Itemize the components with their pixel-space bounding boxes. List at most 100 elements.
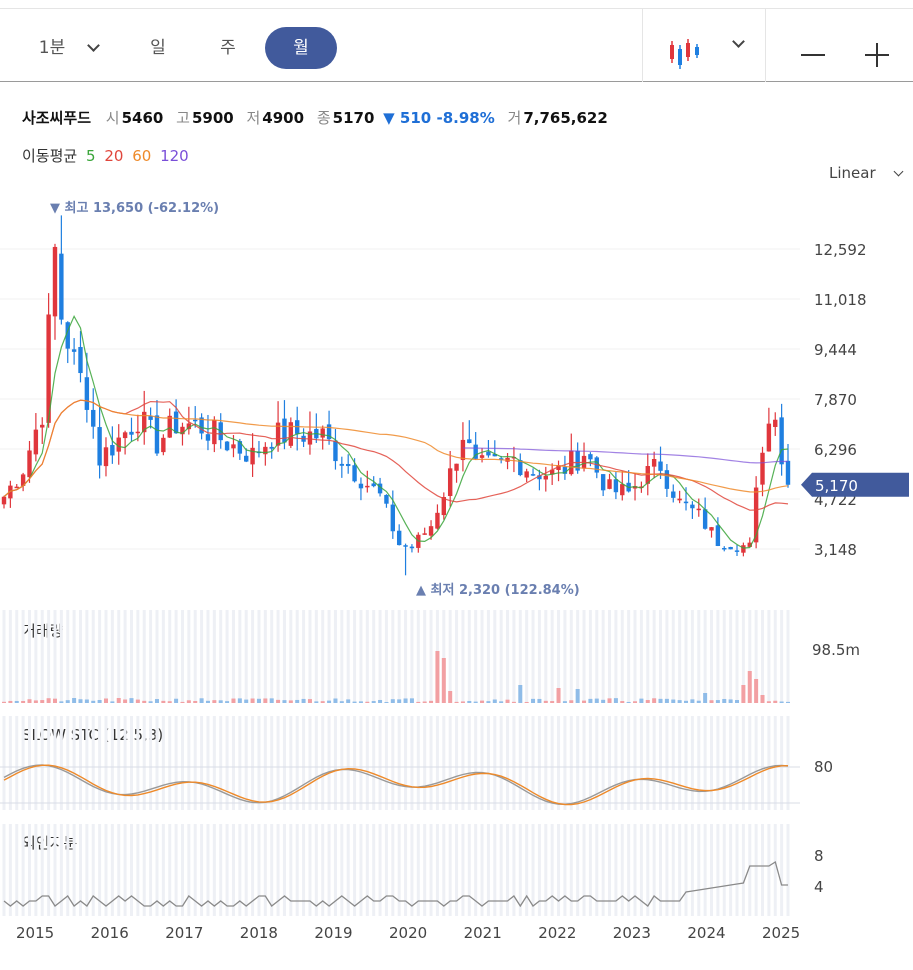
low-label: 저 — [246, 109, 261, 127]
volume-bar — [40, 700, 45, 703]
candle-body — [371, 483, 376, 487]
candle — [613, 471, 619, 500]
volume-bar — [154, 699, 159, 703]
volume-bar — [715, 700, 720, 703]
candle — [320, 425, 325, 450]
candle-body — [71, 349, 77, 352]
volume-bar — [256, 698, 261, 703]
candle-body — [269, 446, 274, 449]
candle-body — [52, 246, 58, 317]
volume-bar — [65, 700, 70, 703]
candle-body — [454, 463, 459, 471]
candle — [288, 417, 294, 449]
timeframe-day-button[interactable]: 일 — [150, 38, 166, 58]
ma-5-label[interactable]: 5 — [85, 147, 96, 165]
timeframe-1min-button[interactable]: 1분 — [38, 38, 66, 58]
candle-body — [435, 512, 440, 529]
volume-bar — [123, 699, 128, 703]
volume-bar — [333, 698, 338, 703]
quote-summary: 사조씨푸드 시 5460 고 5900 저 4900 종 5170 ▼ 510 -8.9… — [22, 107, 616, 128]
volume-bar — [435, 651, 440, 703]
volume-bar — [103, 698, 108, 703]
volume-bar — [174, 698, 179, 703]
candles — [1, 215, 791, 576]
candle — [779, 403, 784, 476]
candle-body — [288, 422, 294, 446]
candle-body — [377, 483, 383, 494]
volume-bar — [384, 701, 389, 703]
candle — [20, 472, 26, 492]
x-axis-year-label: 2018 — [240, 924, 278, 942]
candle-body — [613, 479, 619, 493]
candle-body — [180, 426, 185, 435]
volume-bar — [422, 701, 427, 703]
candle-body — [588, 454, 593, 460]
volume-bar — [282, 700, 287, 703]
scale-selector[interactable]: Linear — [829, 164, 904, 182]
candle — [14, 484, 19, 489]
ma-60-line — [3, 399, 789, 498]
low-annotation: ▲ 최저 2,320 (122.84%) — [416, 583, 580, 598]
ma-60-label[interactable]: 60 — [132, 147, 152, 165]
open-value: 5460 — [121, 109, 164, 127]
volume-bar — [301, 698, 306, 703]
candle-body — [14, 486, 19, 489]
timeframe-month-button[interactable]: 월 — [265, 27, 337, 69]
candle — [142, 390, 147, 445]
zoom-out-icon[interactable] — [801, 54, 825, 56]
volume-bar — [78, 699, 83, 703]
price-axis-tick-label: 9,444 — [814, 341, 857, 359]
price-axis-tick-label: 12,592 — [814, 241, 867, 259]
candle-body — [326, 424, 332, 440]
candle-body — [148, 416, 153, 420]
open-label: 시 — [105, 109, 120, 127]
volume-bar — [180, 701, 185, 703]
volume-bar — [429, 700, 434, 703]
candle — [664, 464, 670, 497]
volume-bar — [218, 700, 223, 703]
volume-bar — [205, 700, 210, 703]
timeframe-week-button[interactable]: 주 — [220, 38, 236, 58]
candle-body — [651, 459, 657, 467]
candle-body — [486, 451, 491, 456]
volume-value: 7,765,622 — [523, 109, 608, 127]
volume-bar — [518, 685, 523, 703]
candle-body — [403, 545, 408, 547]
ma-120-label[interactable]: 120 — [160, 147, 189, 165]
candle-body — [498, 458, 504, 460]
volume-bar — [454, 701, 459, 703]
candle — [148, 407, 153, 429]
candle-body — [460, 439, 466, 461]
candle-body — [741, 545, 746, 553]
candle-body — [275, 422, 281, 446]
high-value: 5900 — [191, 109, 234, 127]
volume-bar — [33, 700, 38, 703]
x-axis-year-label: 2020 — [389, 924, 427, 942]
x-axis-year-label: 2019 — [314, 924, 352, 942]
volume-bar — [327, 700, 332, 703]
volume-bar — [671, 699, 676, 703]
volume-bar — [735, 700, 740, 703]
candle — [709, 526, 714, 538]
ma-20-label[interactable]: 20 — [104, 147, 124, 165]
candle — [416, 532, 421, 553]
candle — [766, 407, 772, 452]
candlestick-chart-icon[interactable] — [668, 39, 702, 69]
volume-bar — [167, 701, 172, 703]
candle-body — [365, 485, 370, 488]
candle-body — [307, 431, 313, 445]
volume-bar — [499, 701, 504, 703]
candle-body — [129, 431, 134, 435]
candle-body — [492, 454, 497, 457]
candle — [581, 442, 587, 472]
volume-bar — [2, 701, 6, 703]
candle — [594, 456, 599, 479]
volume-bar — [511, 701, 516, 703]
candle — [71, 338, 77, 365]
candle — [295, 406, 300, 451]
low-value: 4900 — [262, 109, 305, 127]
candle-body — [250, 447, 255, 465]
scale-label: Linear — [829, 164, 876, 182]
foreign-ownership-panel-background — [2, 824, 790, 916]
